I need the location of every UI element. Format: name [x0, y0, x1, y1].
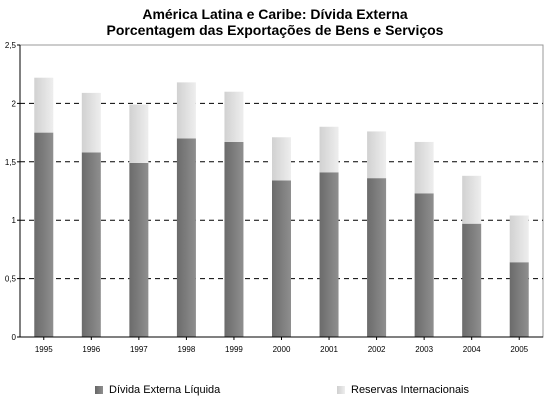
x-tick-label-2001: 2001	[320, 345, 338, 354]
bar-2000-reservas	[272, 137, 291, 181]
bar-1996-divida	[81, 152, 101, 337]
bar-2005-reservas	[509, 215, 529, 263]
legend-item-divida: Dívida Externa Líquida	[95, 384, 220, 396]
bar-2003-divida	[414, 193, 434, 337]
x-tick-label-2002: 2002	[368, 345, 386, 354]
bar-1998-reservas	[176, 82, 196, 139]
y-tick-label-2: 1	[12, 216, 17, 225]
bar-1998-divida	[176, 138, 196, 337]
bar-2001-reservas	[319, 126, 339, 173]
bar-1995-reservas	[34, 77, 54, 133]
x-tick-label-1996: 1996	[82, 345, 100, 354]
y-tick-label-1: 0,5	[5, 275, 17, 284]
x-tick-label-1998: 1998	[178, 345, 196, 354]
x-tick-label-1995: 1995	[35, 345, 53, 354]
chart-legend: Dívida Externa Líquida Reservas Internac…	[0, 380, 550, 400]
bar-1999-reservas	[224, 91, 244, 142]
bar-2001-divida	[319, 172, 339, 337]
x-tick-label-2005: 2005	[510, 345, 528, 354]
bar-2004-reservas	[462, 175, 482, 224]
x-tick-label-2004: 2004	[463, 345, 481, 354]
legend-swatch-reservas	[337, 386, 345, 394]
legend-item-reservas: Reservas Internacionais	[337, 384, 469, 396]
chart-subtitle: Porcentagem das Exportações de Bens e Se…	[106, 22, 444, 38]
x-tick-label-1999: 1999	[225, 345, 243, 354]
bar-1999-divida	[224, 141, 244, 337]
bar-1997-reservas	[129, 104, 149, 163]
y-tick-label-0: 0	[12, 333, 17, 342]
bar-1995-divida	[34, 132, 54, 337]
y-tick-label-5: 2,5	[5, 41, 17, 50]
legend-label-divida: Dívida Externa Líquida	[109, 384, 221, 396]
bar-2005-divida	[509, 262, 529, 337]
x-tick-label-2000: 2000	[273, 345, 291, 354]
y-tick-label-4: 2	[12, 99, 17, 108]
y-tick-label-3: 1,5	[5, 158, 17, 167]
bar-1997-divida	[129, 162, 149, 337]
bar-2000-divida	[272, 180, 291, 337]
bar-2002-divida	[367, 178, 387, 337]
chart-title-block: América Latina e Caribe: Dívida Externa …	[0, 6, 550, 38]
bar-2003-reservas	[414, 141, 434, 194]
bar-2004-divida	[462, 223, 482, 337]
bar-1996-reservas	[81, 92, 101, 153]
x-tick-label-1997: 1997	[130, 345, 148, 354]
legend-swatch-divida	[95, 386, 103, 394]
legend-label-reservas: Reservas Internacionais	[351, 384, 470, 396]
x-tick-label-2003: 2003	[415, 345, 433, 354]
bar-2002-reservas	[367, 131, 387, 179]
chart-title: América Latina e Caribe: Dívida Externa	[142, 6, 408, 22]
